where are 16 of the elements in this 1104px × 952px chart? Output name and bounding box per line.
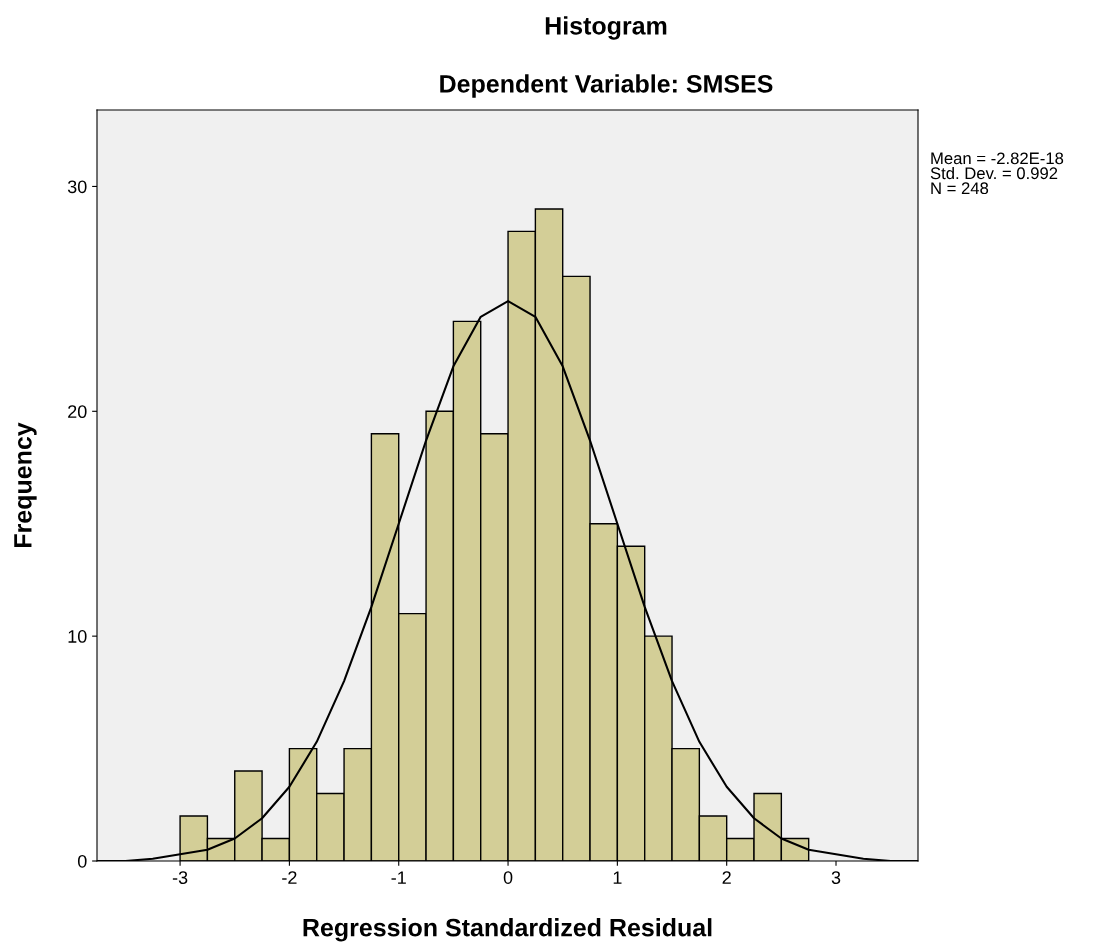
- y-tick-label: 10: [68, 630, 87, 643]
- y-tick-label: 0: [77, 854, 87, 868]
- chart-subtitle: Dependent Variable: SMSES: [440, 74, 773, 98]
- x-tick-label: 0: [503, 871, 513, 884]
- x-tick-label: -2: [282, 871, 297, 884]
- y-tick-label: 30: [67, 180, 87, 194]
- x-tick-label: 3: [831, 871, 841, 884]
- y-tick-label: 20: [68, 405, 87, 419]
- x-tick-label: 1: [613, 871, 622, 884]
- x-tick-label: 2: [722, 871, 731, 884]
- text: Mean = -2.82E-18 Std. Dev. = 0.992 N = 248: [930, 152, 1064, 195]
- x-axis-title: Regression Standardized Residual: [303, 918, 712, 942]
- chart-title: Histogram: [545, 16, 667, 40]
- y-axis-title: Frequency: [14, 422, 37, 548]
- x-tick-label: -3: [172, 871, 188, 884]
- x-tick-label: -1: [391, 871, 406, 884]
